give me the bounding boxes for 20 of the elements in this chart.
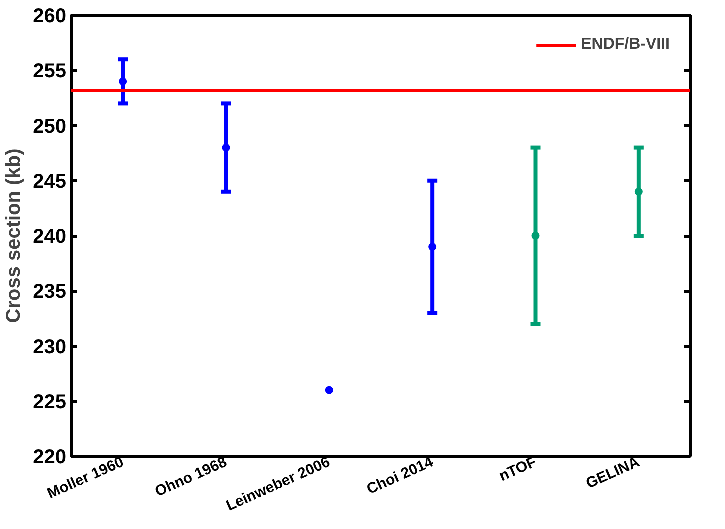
- y-tick-label: 260: [33, 6, 67, 28]
- y-tick-label: 220: [33, 446, 67, 468]
- point: [532, 232, 540, 240]
- x-tick-label: Choi 2014: [364, 453, 437, 498]
- y-tick-label: 255: [33, 60, 67, 83]
- y-tick-label: 235: [33, 281, 67, 304]
- x-tick-label: Ohno 1968: [152, 454, 230, 501]
- legend-label: ENDF/B-VIII: [581, 36, 670, 54]
- x-tick-label: nTOF: [496, 454, 540, 486]
- point: [428, 243, 437, 252]
- y-tick-label: 240: [33, 226, 67, 248]
- y-tick-label: 250: [33, 116, 67, 138]
- point: [325, 386, 334, 394]
- y-tick-label: 245: [33, 170, 67, 193]
- y-tick-label: 230: [33, 336, 67, 358]
- point: [119, 78, 128, 86]
- point: [222, 144, 230, 152]
- y-tick-label: 225: [33, 391, 67, 414]
- point: [634, 188, 643, 196]
- y-axis-title: Cross section (kb): [3, 148, 26, 324]
